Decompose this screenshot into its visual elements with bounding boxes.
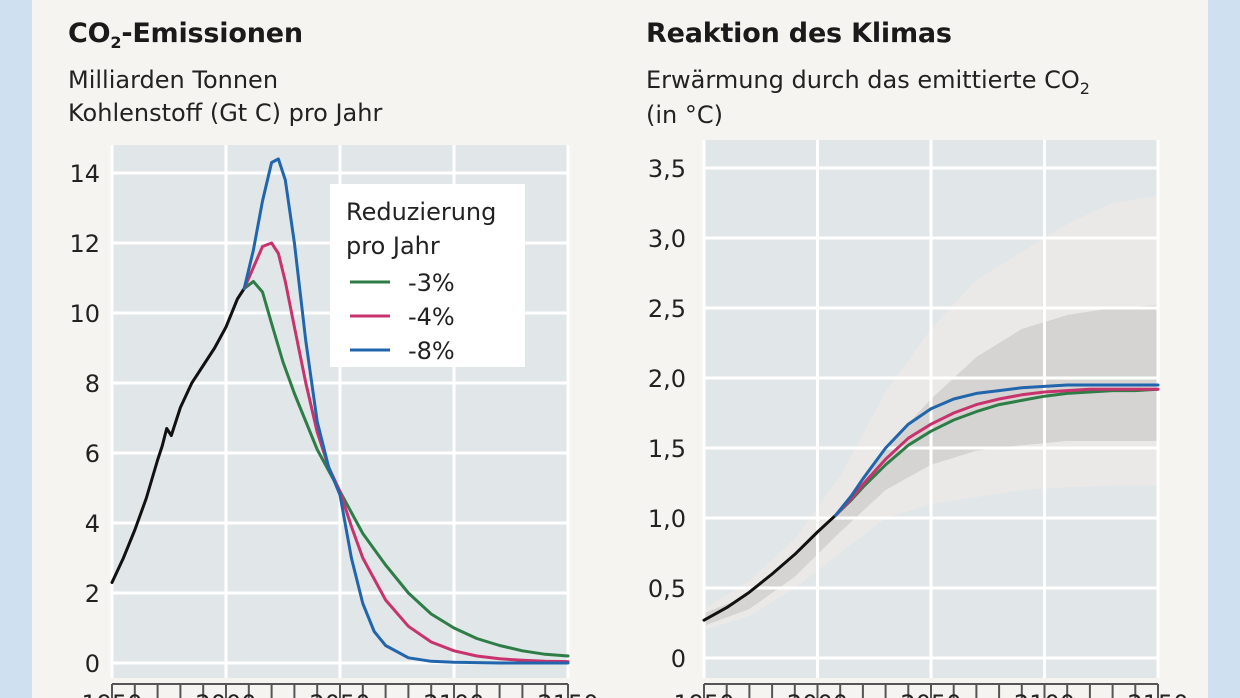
right-y-tick-label: 1,5: [648, 435, 686, 463]
right-x-tick-label: 2100: [1014, 690, 1075, 698]
right-y-tick-label: 3,0: [648, 225, 686, 253]
left-chart: 0 2 4 6 8 10 12 14 1950 2000 2050 2100 2150 Reduzieru…: [69, 145, 599, 698]
right-x-tick-label: 1950: [673, 690, 734, 698]
right-y-tick-label: 0,5: [648, 575, 686, 603]
right-x-tick-label: 2000: [787, 690, 848, 698]
left-x-tick-label: 1950: [81, 690, 142, 698]
right-chart: 0 0,5 1,0 1,5 2,0 2,5 3,0 3,5 1950 2000 2050 2100 21…: [648, 140, 1189, 698]
legend-label--3%: -3%: [408, 269, 455, 297]
left-y-tick-label: 14: [69, 160, 100, 188]
legend-label--8%: -8%: [408, 337, 455, 365]
left-x-tick-label: 2000: [195, 690, 256, 698]
right-y-tick-label: 2,5: [648, 295, 686, 323]
left-series-line--3%: [242, 280, 570, 658]
right-x-tick-label: 2150: [1127, 690, 1188, 698]
right-series-line-historical: [702, 513, 838, 622]
left-legend: Reduzierung pro Jahr -3% -4% -8%: [330, 184, 525, 367]
right-y-tick-label: 1,0: [648, 505, 686, 533]
right-x-tick-label: 2050: [900, 690, 961, 698]
left-y-tick-label: 0: [85, 650, 100, 678]
right-chart-unit-label: Erwärmung durch das emittierte CO2 (in °…: [646, 66, 1090, 129]
legend-label--4%: -4%: [408, 303, 455, 331]
legend-box: [330, 184, 525, 367]
right-y-tick-label: 3,5: [648, 155, 686, 183]
left-series-line-historical: [110, 287, 246, 584]
left-series-line--8%: [242, 157, 570, 665]
left-y-tick-label: 4: [85, 510, 100, 538]
left-chart-unit-label: Milliarden Tonnen Kohlenstoff (Gt C) pro…: [68, 66, 383, 127]
left-y-tick-label: 8: [85, 370, 100, 398]
legend-title-line1: Reduzierung: [346, 198, 496, 226]
left-x-tick-label: 2150: [537, 690, 598, 698]
right-series-line--8%: [834, 383, 1160, 517]
left-x-tick-label: 2050: [309, 690, 370, 698]
left-x-tick-label: 2100: [423, 690, 484, 698]
right-y-tick-label: 2,0: [648, 365, 686, 393]
right-chart-title: Reaktion des Klimas: [646, 18, 952, 49]
right-series-line--4%: [834, 387, 1160, 517]
left-y-tick-label: 12: [69, 230, 100, 258]
right-y-tick-label: 0: [671, 645, 686, 673]
left-series-line--4%: [242, 241, 570, 664]
right-series-line--3%: [834, 387, 1160, 517]
legend-title-line2: pro Jahr: [346, 232, 440, 260]
left-y-tick-label: 2: [85, 580, 100, 608]
left-y-tick-label: 10: [69, 300, 100, 328]
left-chart-title: CO2-Emissionen: [68, 18, 303, 52]
left-y-tick-label: 6: [85, 440, 100, 468]
